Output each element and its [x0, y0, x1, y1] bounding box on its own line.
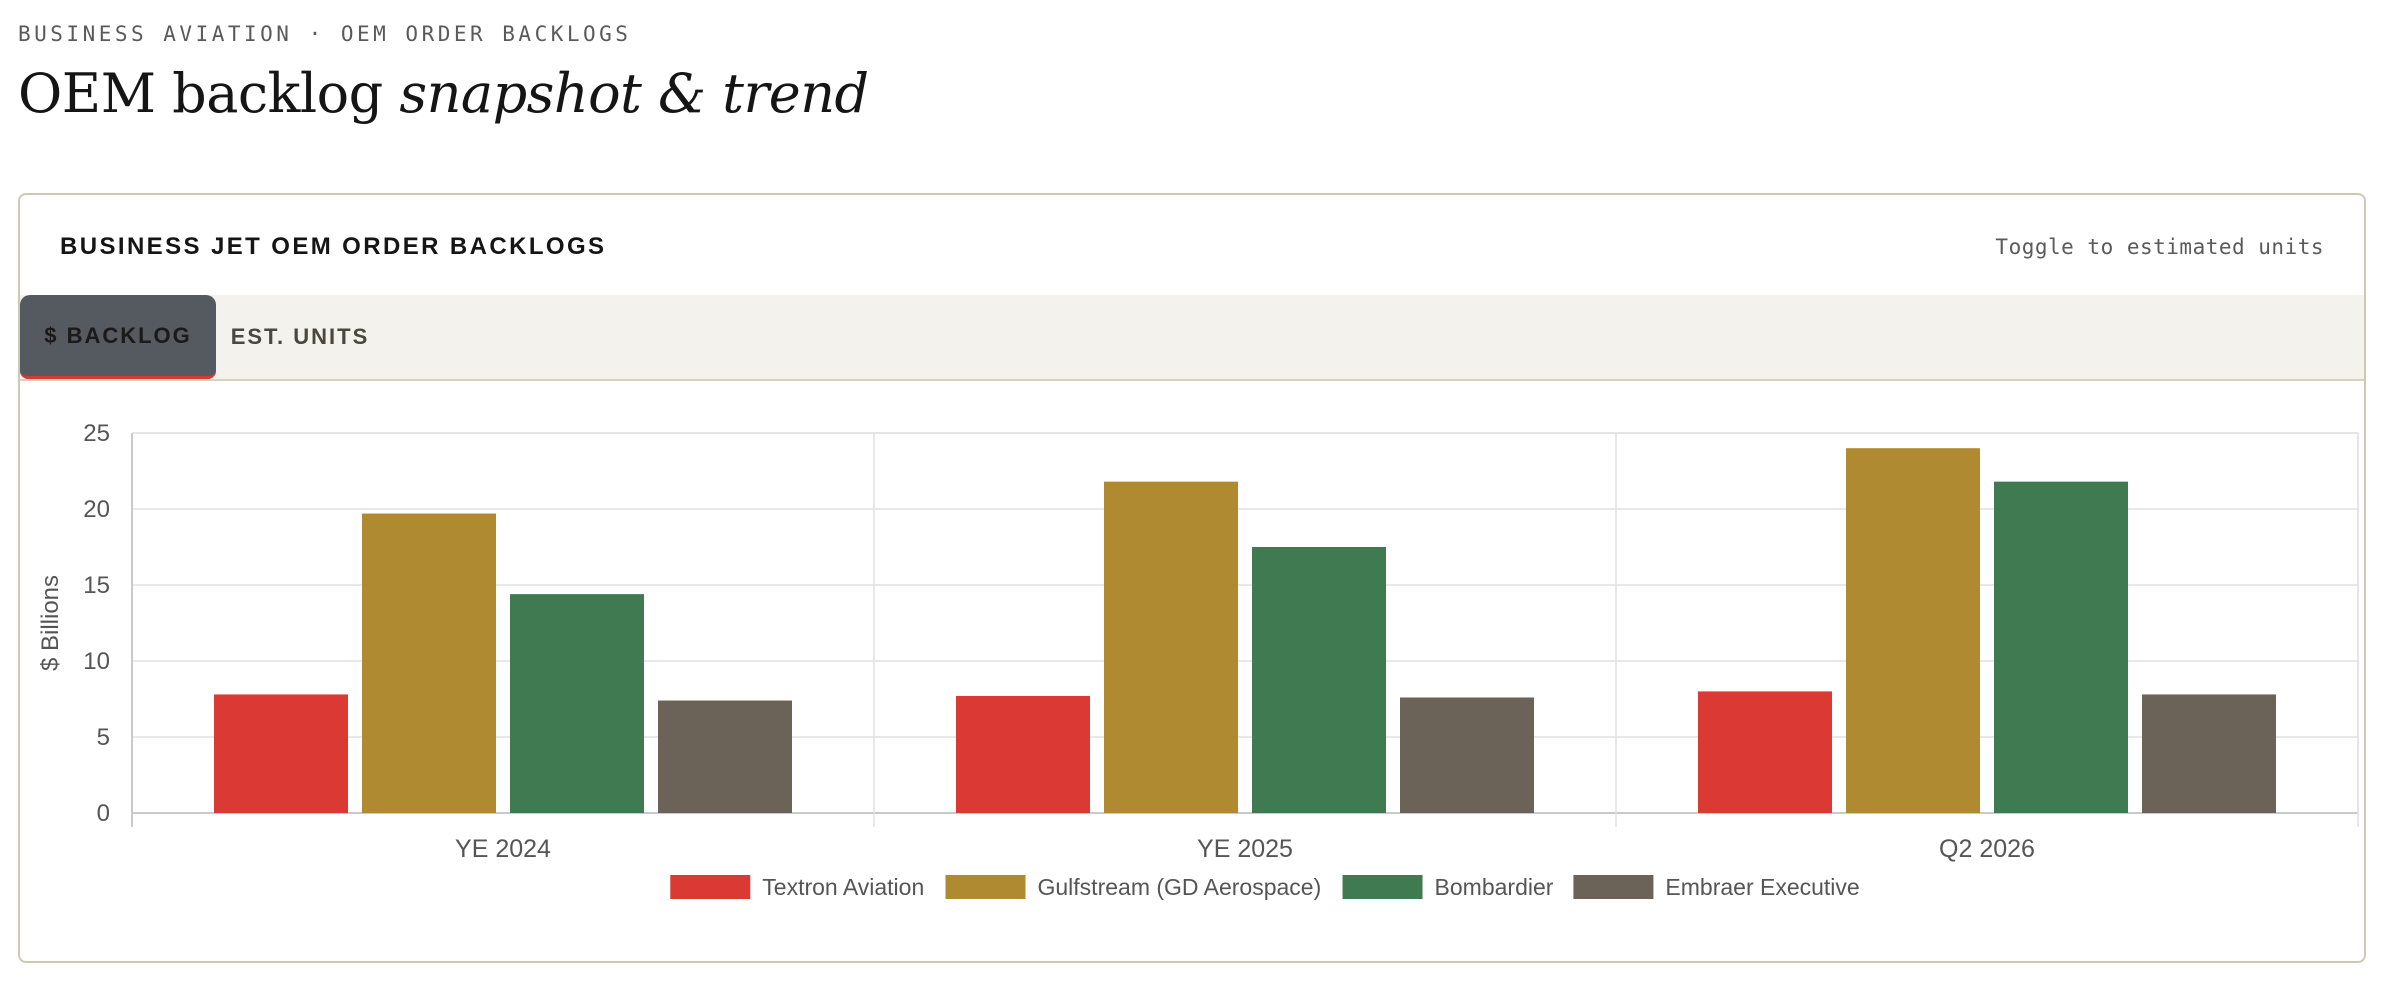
legend-label: Textron Aviation	[762, 874, 924, 900]
legend-swatch	[1342, 875, 1423, 899]
y-tick-label: 20	[83, 496, 110, 523]
bar-embraer-executive-q2-2026	[2142, 694, 2276, 813]
bar-bombardier-q2-2026	[1994, 481, 2128, 813]
legend-swatch	[945, 875, 1026, 899]
x-category-label: Q2 2026	[1939, 835, 2035, 863]
legend-swatch	[670, 875, 751, 899]
legend-label: Gulfstream (GD Aerospace)	[1038, 874, 1322, 900]
backlog-bar-chart: 0 5 10 15 20 25 YE 2024 YE 2025 Q2 2026 $ Billion…	[37, 420, 2359, 900]
y-tick-label: 0	[97, 800, 110, 827]
metric-tab-bar: $ BACKLOG EST. UNITS	[20, 295, 2364, 381]
legend-label: Bombardier	[1435, 874, 1554, 900]
card-hint: Toggle to estimated units	[1995, 235, 2324, 259]
bar-textron-aviation-q2-2026	[1698, 691, 1832, 813]
y-tick-label: 10	[83, 648, 110, 675]
bar-bombardier-ye-2025	[1252, 547, 1386, 813]
page-title-emphasis: snapshot & trend	[399, 62, 869, 125]
y-axis-label: $ Billions	[37, 575, 64, 671]
bar-gulfstream-gd-aerospace-q2-2026	[1846, 448, 1980, 813]
bar-embraer-executive-ye-2024	[658, 700, 792, 813]
y-tick-label: 25	[83, 420, 110, 447]
x-category-label: YE 2024	[455, 835, 551, 863]
y-tick-label: 5	[97, 724, 110, 751]
tab-dollar-backlog[interactable]: $ BACKLOG	[20, 295, 216, 379]
bar-gulfstream-gd-aerospace-ye-2024	[362, 513, 496, 813]
legend-swatch	[1573, 875, 1654, 899]
legend-label: Embraer Executive	[1665, 874, 1859, 900]
x-category-label: YE 2025	[1197, 835, 1293, 863]
card-title: BUSINESS JET OEM ORDER BACKLOGS	[60, 233, 607, 260]
bar-textron-aviation-ye-2025	[956, 695, 1090, 813]
page-title: OEM backlog snapshot & trend	[18, 62, 869, 125]
page-kicker: BUSINESS AVIATION · OEM ORDER BACKLOGS	[18, 22, 632, 46]
bar-bombardier-ye-2024	[510, 594, 644, 813]
bar-embraer-executive-ye-2025	[1400, 697, 1534, 813]
page-title-main: OEM backlog	[18, 62, 400, 125]
chart-card: BUSINESS JET OEM ORDER BACKLOGS Toggle t…	[18, 193, 2366, 963]
bar-textron-aviation-ye-2024	[214, 694, 348, 813]
bar-gulfstream-gd-aerospace-ye-2025	[1104, 481, 1238, 813]
y-tick-label: 15	[83, 572, 110, 599]
tab-est-units[interactable]: EST. UNITS	[230, 324, 370, 349]
